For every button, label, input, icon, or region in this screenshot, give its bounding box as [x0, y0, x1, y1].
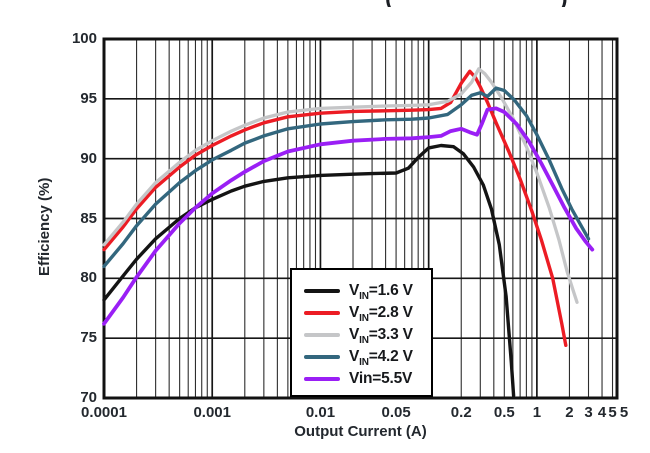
series-line-2	[102, 69, 568, 347]
cropped-title-fragment-right: )	[560, 0, 576, 7]
series-line-3	[102, 67, 579, 304]
x-tick-label: 0.2	[450, 404, 472, 421]
x-axis-tick-labels: 0.0001 0.001 0.01 0.05 0.2 0.5 1 2 3 4 5 5	[0, 404, 650, 422]
legend-swatch	[304, 311, 340, 315]
x-tick-label: 5	[619, 404, 629, 421]
legend: VIN=1.6 V VIN=2.8 V VIN=3.3 V VIN=4.2 V Vin=…	[290, 268, 433, 397]
x-tick-label: 0.001	[193, 404, 231, 421]
series-line-4	[102, 86, 591, 269]
x-tick-label: 0.0001	[81, 404, 127, 421]
legend-label: VIN=3.3 V	[349, 326, 413, 347]
legend-swatch	[304, 289, 340, 293]
x-tick-label: 0.01	[305, 404, 336, 421]
y-tick-label: 90	[80, 149, 97, 167]
legend-rows: VIN=1.6 V VIN=2.8 V VIN=3.3 V VIN=4.2 V Vin=…	[304, 280, 431, 390]
x-axis-title: Output Current (A)	[294, 423, 427, 440]
x-tick-label: 0.5	[493, 404, 515, 421]
plot-frame	[102, 37, 619, 400]
y-tick-label: 100	[71, 30, 97, 47]
legend-item: Vin=5.5V	[304, 368, 431, 390]
x-tick-label: 2	[565, 404, 574, 421]
y-tick-label: 95	[80, 89, 97, 107]
y-tick-label: 75	[80, 329, 97, 347]
x-tick-label: 0.05	[381, 404, 411, 421]
legend-swatch	[304, 377, 340, 381]
x-tick-label: 1	[532, 404, 542, 421]
x-tick-label: 3	[584, 404, 593, 421]
cropped-title-glyph: (	[385, 0, 393, 7]
series-line-5	[102, 106, 595, 326]
legend-item: VIN=1.6 V	[304, 280, 431, 302]
legend-swatch	[304, 355, 340, 359]
y-tick-label: 80	[80, 269, 97, 287]
legend-swatch	[304, 333, 340, 337]
legend-item: VIN=4.2 V	[304, 346, 431, 368]
legend-item: VIN=2.8 V	[304, 302, 431, 324]
legend-label: Vin=5.5V	[349, 370, 413, 388]
legend-label: VIN=4.2 V	[349, 348, 413, 369]
legend-item: VIN=3.3 V	[304, 324, 431, 346]
y-axis-tick-labels: 100 95 90 85 80 75 70	[40, 0, 97, 453]
cropped-title-fragment-left: (	[385, 0, 401, 7]
legend-label: VIN=1.6 V	[349, 282, 413, 303]
x-tick-label: 4	[597, 404, 607, 421]
cropped-title-glyph: )	[560, 0, 568, 7]
legend-label: VIN=2.8 V	[349, 304, 413, 325]
y-tick-label: 85	[80, 209, 97, 227]
y-tick-label: 70	[80, 389, 97, 406]
x-tick-label: 5	[608, 404, 617, 421]
